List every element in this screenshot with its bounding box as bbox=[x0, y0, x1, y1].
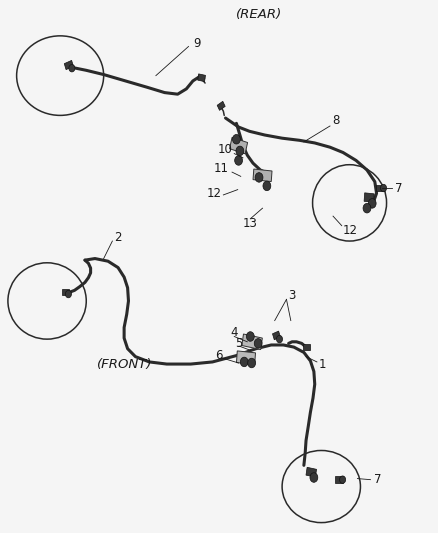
Circle shape bbox=[363, 204, 371, 213]
Circle shape bbox=[235, 156, 243, 165]
Bar bbox=[64, 60, 74, 70]
Text: 11: 11 bbox=[214, 162, 229, 175]
Circle shape bbox=[381, 184, 387, 192]
Text: 12: 12 bbox=[343, 224, 358, 238]
Circle shape bbox=[254, 338, 262, 348]
Text: 7: 7 bbox=[374, 473, 381, 486]
Bar bbox=[335, 477, 343, 483]
Circle shape bbox=[255, 173, 263, 182]
Bar bbox=[364, 193, 374, 203]
Circle shape bbox=[233, 134, 240, 144]
Bar bbox=[306, 467, 317, 477]
Text: 8: 8 bbox=[332, 114, 339, 127]
Circle shape bbox=[65, 290, 71, 298]
Text: (FRONT): (FRONT) bbox=[97, 358, 152, 371]
Text: 6: 6 bbox=[215, 349, 222, 361]
Text: 9: 9 bbox=[193, 37, 201, 50]
Text: 5: 5 bbox=[236, 337, 243, 350]
Circle shape bbox=[339, 476, 346, 483]
Bar bbox=[62, 289, 69, 295]
Bar bbox=[272, 331, 280, 340]
Text: 7: 7 bbox=[395, 182, 403, 195]
FancyBboxPatch shape bbox=[230, 138, 247, 154]
Circle shape bbox=[247, 332, 254, 341]
Text: 3: 3 bbox=[289, 289, 296, 302]
Text: 10: 10 bbox=[218, 143, 233, 156]
Circle shape bbox=[69, 64, 75, 72]
Circle shape bbox=[276, 335, 283, 343]
Circle shape bbox=[240, 357, 248, 367]
Bar bbox=[303, 344, 310, 350]
FancyBboxPatch shape bbox=[237, 351, 255, 365]
FancyBboxPatch shape bbox=[253, 169, 272, 182]
Text: (REAR): (REAR) bbox=[237, 8, 283, 21]
Text: 13: 13 bbox=[243, 216, 258, 230]
Text: 1: 1 bbox=[319, 358, 327, 371]
Bar bbox=[217, 101, 225, 110]
Text: 4: 4 bbox=[231, 326, 238, 340]
Bar bbox=[376, 185, 384, 191]
Circle shape bbox=[236, 146, 244, 156]
Text: 12: 12 bbox=[207, 187, 222, 200]
Bar bbox=[198, 74, 205, 82]
Circle shape bbox=[310, 473, 318, 482]
Circle shape bbox=[263, 181, 271, 191]
FancyBboxPatch shape bbox=[242, 334, 262, 350]
Circle shape bbox=[368, 199, 376, 208]
Circle shape bbox=[248, 358, 255, 368]
Text: 2: 2 bbox=[115, 231, 122, 244]
